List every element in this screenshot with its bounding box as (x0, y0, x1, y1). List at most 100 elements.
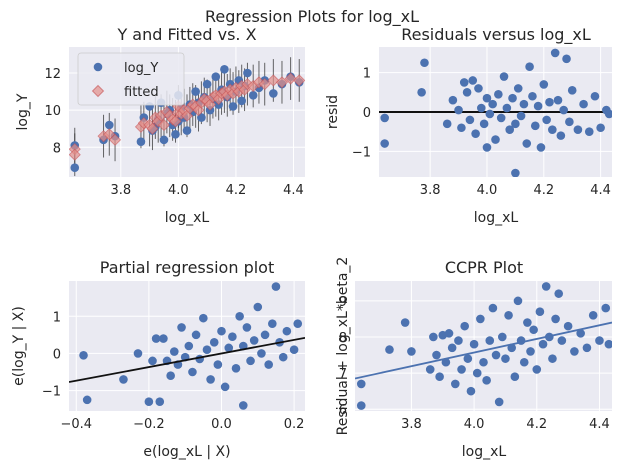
data-point (253, 302, 263, 312)
data-point (530, 121, 540, 131)
data-point (557, 336, 567, 345)
data-point (554, 289, 564, 298)
marks (69, 57, 305, 177)
panel-ccpr: 3.8 4.0 4.2 4.4 6 7 8 9 CCPR Plot log_xL Residual … (335, 257, 612, 460)
data-point (533, 101, 543, 111)
data-point (231, 363, 241, 373)
data-point (496, 113, 506, 123)
y-tick-label: 6 (339, 403, 347, 418)
data-point (596, 123, 605, 133)
plot-area (355, 281, 612, 411)
x-axis-label: log_xL (462, 444, 507, 460)
data-point (502, 103, 512, 113)
x-tick-label: 0.0 (211, 417, 232, 432)
data-point (447, 343, 457, 353)
data-point (166, 371, 175, 381)
data-point-fitted (108, 133, 122, 146)
data-point (400, 318, 410, 327)
data-point (407, 347, 416, 356)
panel-fit: 3.8 4.0 4.2 4.4 8 10 12 Y and Fitted vs. X log_x… (15, 25, 305, 226)
data-point-log-y (70, 163, 80, 173)
data-point (551, 314, 560, 324)
data-point (584, 127, 594, 136)
data-point (510, 372, 520, 381)
panel-title: Partial regression plot (100, 258, 274, 277)
data-point (425, 365, 435, 374)
x-tick-label: 4.0 (477, 183, 498, 198)
y-tick-label: 10 (44, 104, 61, 119)
data-point-log-y (248, 90, 258, 100)
data-point (526, 347, 535, 356)
data-point (184, 341, 194, 351)
data-point (579, 99, 588, 109)
x-tick-label: 4.4 (589, 417, 610, 432)
data-point (476, 314, 485, 324)
data-point (501, 354, 510, 363)
y-tick-label: 1 (53, 310, 61, 325)
data-point (224, 343, 234, 353)
data-point (536, 143, 546, 152)
data-point-log-y (269, 89, 278, 98)
x-tick-label: 4.4 (283, 183, 304, 198)
marks (355, 282, 612, 410)
panel-partreg: −0.4 −0.2 0.0 0.2 −1 0 1 Partial regression plo… (11, 258, 305, 460)
data-point (417, 88, 426, 97)
panel-resid: 3.8 4.0 4.2 4.4 −1 0 1 Residuals versus log_xLl… (325, 25, 612, 226)
data-point (466, 386, 476, 396)
x-tick-label: −0.4 (60, 417, 92, 432)
data-point (151, 334, 161, 343)
legend-label-fitted: fitted (124, 85, 159, 100)
data-point-fitted (284, 72, 297, 85)
data-point (482, 93, 492, 103)
data-point (429, 332, 438, 342)
data-point (441, 357, 451, 367)
data-point (522, 139, 532, 148)
data-point (545, 97, 554, 107)
data-point (448, 95, 458, 105)
y-axis-label: Residual + log_xL*beta_2 (335, 257, 351, 436)
data-point (482, 376, 491, 385)
data-point (159, 334, 168, 343)
panel-title: Residuals versus log_xL (401, 25, 591, 45)
data-point (570, 347, 579, 356)
y-tick-label: −1 (352, 145, 371, 160)
x-tick-label: 4.2 (526, 417, 547, 432)
data-point (206, 375, 215, 384)
data-point (562, 54, 571, 64)
data-point (491, 135, 500, 144)
data-point-fitted (293, 74, 305, 87)
y-axis-label: e(log_Y | X) (11, 306, 27, 386)
legend-label-log-y: log_Y (124, 61, 158, 76)
data-point (380, 113, 389, 123)
data-point (541, 282, 551, 291)
data-point (177, 323, 186, 332)
data-point (133, 349, 143, 358)
legend-marker-fitted (91, 84, 105, 98)
data-point (479, 119, 489, 129)
data-point (169, 347, 179, 356)
y-tick-label: 8 (53, 141, 61, 156)
data-point (482, 143, 492, 152)
data-point (278, 352, 288, 362)
data-point (257, 349, 266, 358)
data-point (450, 379, 460, 389)
data-point-fitted (146, 122, 159, 135)
data-point (601, 303, 611, 313)
x-axis-label: e(log_xL | X) (143, 444, 230, 460)
data-point (380, 139, 389, 148)
data-point-log-y (182, 126, 192, 135)
x-tick-label: 0.2 (284, 417, 305, 432)
data-point (573, 125, 583, 135)
x-tick-label: 4.0 (168, 183, 189, 198)
y-tick-label: 12 (44, 67, 61, 82)
data-point (385, 345, 394, 354)
data-point (567, 86, 577, 95)
data-point (465, 115, 475, 125)
data-point (238, 401, 248, 410)
data-point (504, 311, 513, 320)
data-point (472, 368, 482, 378)
data-point (548, 125, 557, 135)
data-point (559, 105, 568, 115)
